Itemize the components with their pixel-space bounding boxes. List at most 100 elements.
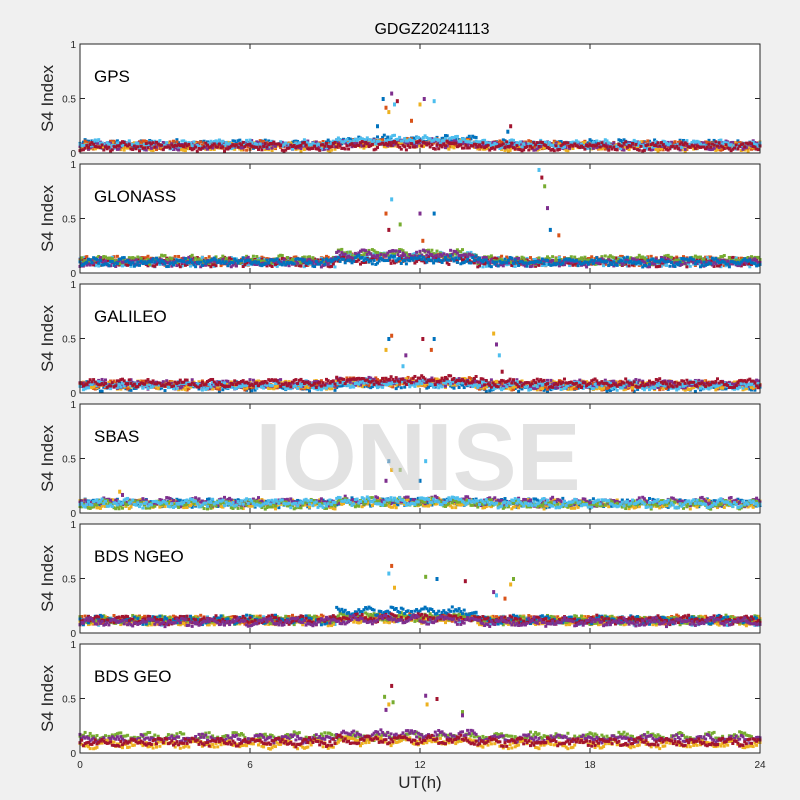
data-point [432,138,436,142]
data-point [483,260,487,264]
data-point [452,136,456,140]
data-point [721,142,725,146]
data-point [83,139,87,143]
data-point [573,262,577,266]
data-point [234,380,238,384]
data-point [257,262,260,266]
data-point [574,259,578,263]
data-point [117,141,121,145]
data-point [250,141,254,145]
data-point [202,141,206,145]
data-point [666,258,670,262]
data-point [449,145,453,149]
data-point [168,262,172,266]
spike-point [381,97,385,101]
data-point [112,255,116,259]
data-point [503,261,507,265]
data-point [591,146,595,150]
data-point [333,259,337,263]
data-point [627,264,631,268]
data-point [447,141,451,145]
data-point [608,262,612,266]
data-point [500,254,504,258]
data-point [319,258,323,262]
data-point [432,256,436,260]
data-point [637,253,641,257]
data-point [348,137,352,141]
data-point [306,147,310,151]
data-point [648,262,651,266]
data-point [748,141,752,145]
data-point [471,260,475,264]
data-point [581,258,585,262]
data-point [563,258,566,262]
spike-point [540,175,544,180]
data-point [233,257,237,261]
data-point [262,144,266,148]
data-point [416,254,420,258]
data-point [238,138,242,142]
data-point [330,145,334,149]
data-point [87,143,90,147]
data-point [362,248,366,252]
data-point [472,142,476,146]
data-point [410,138,413,142]
data-point [663,140,667,144]
data-point [610,261,614,265]
data-point [369,259,373,263]
data-point [408,256,412,260]
data-point [661,260,665,264]
data-point [279,144,283,148]
data-point [359,249,362,253]
data-point [428,137,432,141]
data-point [700,145,704,149]
data-point [376,141,379,145]
data-point [323,262,327,266]
data-point [95,145,99,149]
data-point [444,134,447,138]
data-point [166,145,170,149]
data-point [709,255,713,259]
data-point [163,254,167,258]
data-point [389,249,393,253]
data-point [248,142,252,146]
data-point [180,264,184,268]
data-point [500,145,504,149]
data-point [535,142,539,146]
data-point [313,261,317,265]
data-point [699,265,702,269]
data-point [406,139,410,143]
data-point [452,141,456,145]
data-point [682,145,685,149]
data-point [622,256,626,260]
data-point [561,259,565,263]
data-point [138,260,141,264]
data-point [189,146,192,150]
data-point [437,259,441,263]
data-point [370,248,374,252]
data-point [508,140,512,144]
data-point [221,257,225,261]
data-point [710,263,714,267]
data-point [93,257,97,261]
data-point [547,262,551,266]
data-point [204,141,208,145]
data-point [319,143,323,147]
data-point [284,261,288,265]
data-point [534,258,538,262]
data-point [291,147,294,151]
data-point [598,142,602,146]
data-point [688,264,692,268]
data-point [656,259,660,263]
data-point [340,257,344,261]
data-point [542,140,546,144]
data-point [607,255,611,259]
data-point [580,144,583,148]
data-point [447,137,451,141]
data-point [335,138,339,142]
data-point [503,139,507,143]
data-point [722,260,726,264]
data-point [753,141,757,145]
data-point [189,260,192,264]
data-point [527,139,531,143]
